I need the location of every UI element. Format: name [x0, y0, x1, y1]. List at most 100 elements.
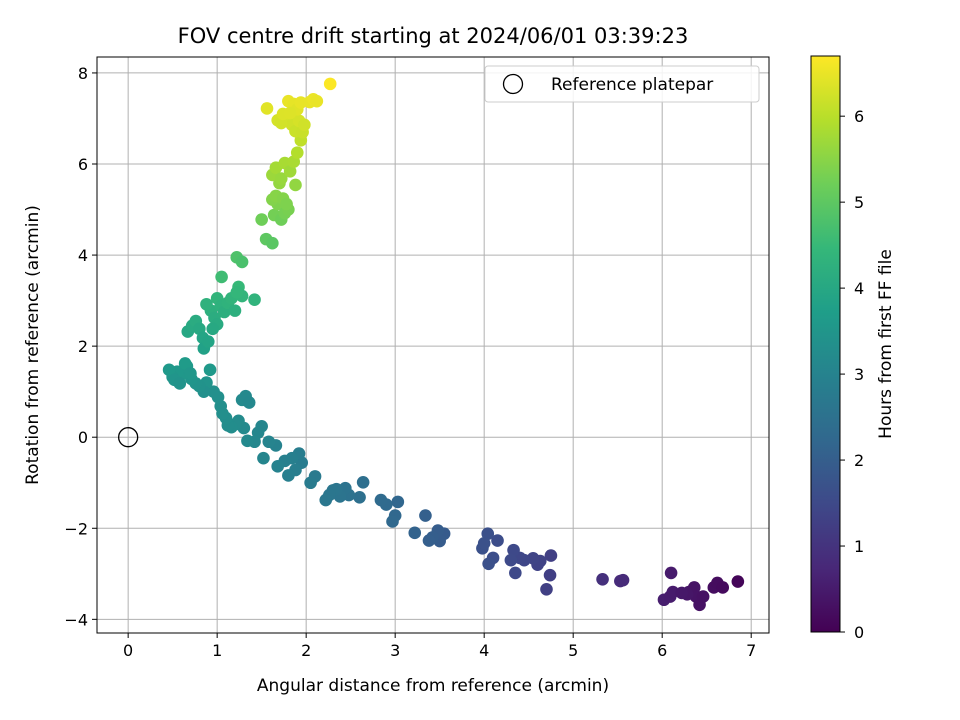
data-point: [282, 469, 295, 482]
y-axis-label: Rotation from reference (arcmin): [23, 205, 43, 485]
data-point: [422, 534, 436, 547]
colorbar-tick-label: 5: [854, 193, 864, 212]
y-tick-label: 2: [78, 337, 88, 356]
data-point: [374, 493, 388, 507]
data-point: [482, 557, 495, 571]
y-tick-label: 8: [78, 64, 88, 83]
x-tick-label: 3: [390, 641, 400, 660]
legend: Reference platepar: [484, 65, 760, 103]
x-tick-label: 6: [657, 641, 667, 660]
x-tick-label: 0: [123, 641, 133, 660]
data-point: [294, 96, 308, 109]
data-point: [540, 582, 553, 596]
plot-grid: [97, 57, 769, 633]
data-point: [283, 164, 297, 178]
data-point: [242, 396, 256, 409]
colorbar-axis: 0 1 2 3 4 5 6: [840, 107, 864, 642]
data-point: [419, 509, 432, 522]
points-layer: [162, 77, 745, 612]
data-point: [162, 363, 176, 377]
data-point: [290, 146, 304, 159]
data-point: [200, 297, 213, 311]
x-tick-label: 7: [746, 641, 756, 660]
legend-reference-marker: [502, 73, 524, 95]
data-point: [280, 197, 293, 211]
colorbar-tick-label: 4: [854, 279, 864, 298]
x-axis: 0 1 2 3 4 5 6 7: [123, 633, 756, 660]
data-point: [235, 255, 249, 269]
colorbar-tick-label: 6: [854, 107, 864, 126]
data-point: [507, 543, 520, 557]
data-point: [248, 293, 261, 306]
data-point: [241, 434, 254, 448]
x-tick-label: 5: [568, 641, 578, 660]
data-point: [173, 377, 187, 390]
data-point: [298, 118, 311, 132]
y-tick-label: 0: [78, 428, 88, 447]
data-point: [257, 451, 270, 465]
data-point: [271, 460, 284, 473]
legend-box: [484, 65, 760, 103]
data-point: [543, 568, 557, 582]
x-tick-label: 2: [301, 641, 311, 660]
colorbar-tick-label: 0: [854, 623, 864, 642]
data-point: [509, 566, 522, 580]
data-point: [386, 515, 399, 528]
colorbar-label: Hours from first FF file: [876, 249, 896, 439]
data-point: [696, 590, 710, 603]
data-point: [206, 322, 220, 336]
colorbar-tick-label: 2: [854, 451, 864, 470]
data-point: [544, 549, 558, 562]
data-point: [491, 534, 504, 547]
data-point: [408, 526, 422, 540]
chart-title: FOV centre drift starting at 2024/06/01 …: [178, 24, 689, 48]
data-point: [207, 385, 220, 398]
y-tick-label: 4: [78, 246, 88, 265]
y-tick-label: −2: [64, 519, 88, 538]
data-point: [616, 573, 630, 587]
data-point: [310, 94, 324, 108]
data-point: [664, 566, 678, 580]
data-point: [504, 553, 518, 567]
data-point: [266, 236, 279, 250]
data-point: [215, 270, 228, 284]
data-point: [228, 304, 242, 317]
data-point: [230, 286, 244, 299]
data-point: [356, 475, 370, 489]
colorbar-tick-label: 1: [854, 537, 864, 556]
data-point: [203, 363, 217, 377]
legend-reference-label: Reference platepar: [551, 75, 713, 95]
colorbar: [810, 55, 841, 633]
data-point: [675, 586, 689, 600]
data-point: [178, 357, 192, 370]
colorbar-tick-label: 3: [854, 365, 864, 384]
data-point: [283, 106, 297, 120]
data-point: [201, 335, 215, 348]
y-axis: −4 −2 0 2 4 6 8: [64, 64, 97, 629]
x-tick-label: 1: [212, 641, 222, 660]
x-axis-label: Angular distance from reference (arcmin): [257, 676, 609, 696]
data-point: [323, 77, 337, 91]
data-point: [274, 172, 288, 185]
data-point: [731, 575, 745, 588]
data-point: [353, 491, 366, 504]
data-point: [255, 213, 268, 226]
y-tick-label: 6: [78, 155, 88, 174]
plot-frame: [96, 56, 770, 634]
data-point: [481, 527, 495, 541]
data-point: [391, 495, 405, 509]
data-point: [319, 493, 333, 507]
y-tick-label: −4: [64, 610, 88, 629]
reference-platepar-marker: [118, 427, 139, 448]
data-point: [260, 102, 274, 115]
data-point: [184, 367, 197, 380]
x-tick-label: 4: [479, 641, 489, 660]
data-point: [477, 536, 491, 550]
reference-layer: [118, 427, 139, 448]
data-point: [289, 178, 302, 192]
data-point: [262, 435, 276, 449]
data-point: [304, 476, 317, 490]
data-point: [716, 581, 730, 594]
data-point: [596, 572, 609, 586]
